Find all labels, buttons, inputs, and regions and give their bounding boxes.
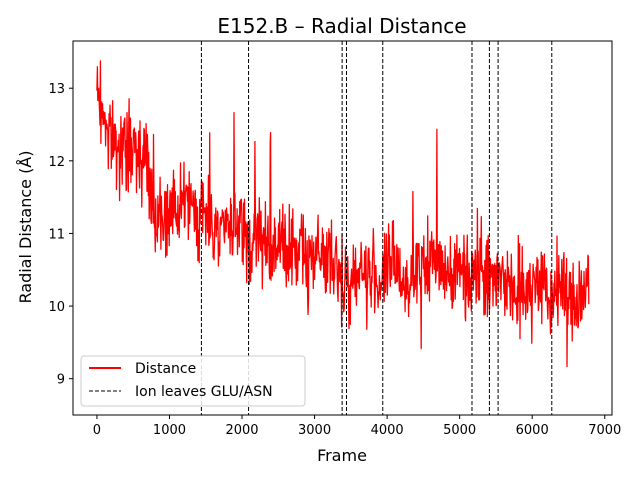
x-tick-label: 1000 (153, 423, 186, 438)
x-tick-label: 3000 (298, 423, 331, 438)
x-tick-label: 4000 (371, 423, 404, 438)
plot-area (96, 41, 590, 415)
legend-distance-label: Distance (135, 361, 196, 377)
x-axis-ticks: 0 1000 2000 3000 4000 5000 6000 7000 (93, 415, 621, 438)
y-tick-label: 11 (48, 227, 65, 242)
legend-box (80, 355, 306, 407)
legend: Distance Ion leaves GLU/ASN (80, 355, 306, 407)
legend-ion-label: Ion leaves GLU/ASN (135, 384, 273, 400)
x-tick-label: 2000 (225, 423, 258, 438)
x-tick-label: 6000 (516, 423, 549, 438)
x-axis-title: Frame (317, 446, 367, 465)
x-tick-label: 5000 (443, 423, 476, 438)
x-tick-label: 7000 (588, 423, 621, 438)
plot-frame (72, 40, 613, 416)
y-tick-label: 13 (48, 82, 65, 97)
chart-title: E152.B – Radial Distance (217, 14, 466, 38)
distance-series-line (96, 60, 590, 368)
plot-series-group (96, 41, 590, 415)
y-tick-label: 9 (57, 373, 65, 388)
y-axis-ticks: 9 10 11 12 13 (48, 82, 73, 388)
y-axis-title: Radial Distance (Å) (16, 151, 35, 304)
x-tick-label: 0 (93, 423, 101, 438)
y-tick-label: 12 (48, 155, 65, 170)
y-tick-label: 10 (48, 300, 65, 315)
